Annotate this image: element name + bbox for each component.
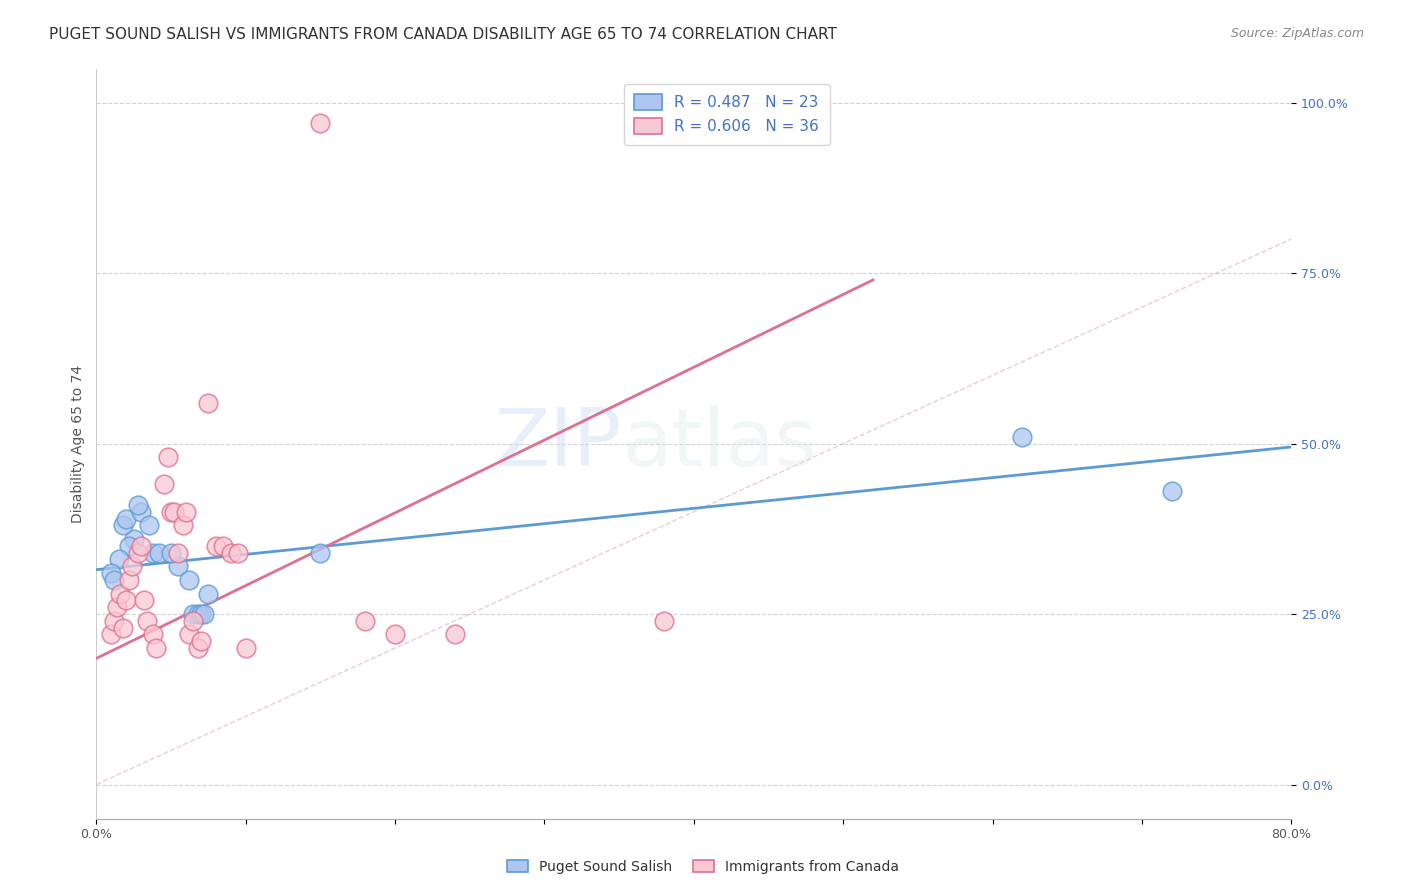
Point [100, 627, 122, 641]
Point [354, 614, 377, 628]
Point [129, 505, 152, 519]
Point [142, 627, 165, 641]
Point [103, 573, 125, 587]
Point [112, 518, 135, 533]
Point [183, 614, 205, 628]
Point [167, 559, 190, 574]
Point [118, 539, 141, 553]
Point [127, 498, 149, 512]
Point [127, 546, 149, 560]
Point [177, 627, 200, 641]
Point [157, 450, 180, 465]
Point [105, 600, 128, 615]
Point [197, 586, 219, 600]
Point [183, 607, 205, 621]
Point [100, 566, 122, 581]
Point [167, 546, 190, 560]
Point [384, 627, 406, 641]
Point [122, 532, 145, 546]
Point [160, 546, 183, 560]
Point [235, 641, 257, 656]
Point [205, 539, 228, 553]
Point [174, 505, 197, 519]
Point [177, 573, 200, 587]
Point [138, 518, 160, 533]
Point [112, 621, 135, 635]
Text: atlas: atlas [621, 405, 817, 483]
Point [160, 505, 183, 519]
Point [134, 593, 156, 607]
Point [163, 505, 186, 519]
Point [187, 641, 209, 656]
Y-axis label: Disability Age 65 to 74: Disability Age 65 to 74 [72, 365, 86, 523]
Point [145, 641, 167, 656]
Point [115, 511, 138, 525]
Text: ZIP: ZIP [495, 405, 621, 483]
Text: Source: ZipAtlas.com: Source: ZipAtlas.com [1230, 27, 1364, 40]
Point [129, 539, 152, 553]
Point [197, 395, 219, 409]
Point [309, 116, 332, 130]
Point [443, 627, 465, 641]
Point [107, 552, 129, 566]
Text: PUGET SOUND SALISH VS IMMIGRANTS FROM CANADA DISABILITY AGE 65 TO 74 CORRELATION: PUGET SOUND SALISH VS IMMIGRANTS FROM CA… [49, 27, 837, 42]
Point [1160, 484, 1182, 499]
Point [190, 607, 212, 621]
Point [136, 614, 159, 628]
Point [193, 607, 215, 621]
Point [172, 518, 194, 533]
Point [152, 477, 174, 491]
Point [226, 546, 249, 560]
Point [187, 607, 209, 621]
Legend: Puget Sound Salish, Immigrants from Canada: Puget Sound Salish, Immigrants from Cana… [501, 853, 905, 880]
Point [148, 546, 170, 560]
Point [110, 586, 132, 600]
Point [115, 593, 138, 607]
Point [652, 614, 675, 628]
Point [212, 539, 235, 553]
Point [142, 546, 165, 560]
Point [219, 546, 242, 560]
Point [309, 546, 332, 560]
Point [118, 573, 141, 587]
Point [121, 559, 143, 574]
Point [1011, 430, 1033, 444]
Point [190, 634, 212, 648]
Point [103, 614, 125, 628]
Legend: R = 0.487   N = 23, R = 0.606   N = 36: R = 0.487 N = 23, R = 0.606 N = 36 [624, 84, 830, 145]
